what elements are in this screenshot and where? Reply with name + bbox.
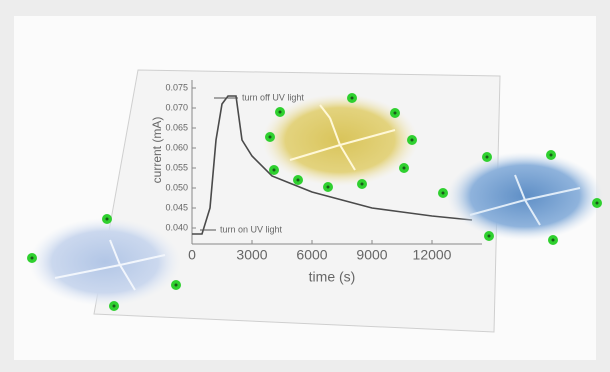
electrode-core <box>552 239 555 242</box>
electrode-core <box>403 167 406 170</box>
electrode-core <box>442 192 445 195</box>
x-tick-label: 12000 <box>413 247 452 263</box>
electrode-core <box>361 183 364 186</box>
x-axis-label: time (s) <box>309 269 356 285</box>
figure: current (mA) time (s) 0.040 0.045 0.050 0.0… <box>0 0 610 372</box>
electrode-core <box>411 139 414 142</box>
neuron-blue <box>447 152 603 240</box>
electrode-core <box>273 169 276 172</box>
y-axis-label: current (mA) <box>150 117 164 184</box>
electrode-core <box>351 97 354 100</box>
electrode-core <box>113 305 116 308</box>
electrode-core <box>488 235 491 238</box>
electrode-core <box>550 154 553 157</box>
x-tick-label: 9000 <box>356 247 387 263</box>
neuron-yellow <box>262 94 418 186</box>
electrode-core <box>486 156 489 159</box>
electrode-core <box>279 111 282 114</box>
y-tick-label: 0.065 <box>165 122 188 132</box>
y-tick-label: 0.070 <box>165 102 188 112</box>
annotation: turn on UV light <box>220 224 283 234</box>
electrode-core <box>175 284 178 287</box>
electrode-core <box>596 202 599 205</box>
y-tick-label: 0.060 <box>165 142 188 152</box>
y-tick-label: 0.075 <box>165 82 188 92</box>
x-tick-label: 3000 <box>236 247 267 263</box>
electrode-core <box>327 186 330 189</box>
electrode-core <box>106 218 109 221</box>
y-tick-label: 0.040 <box>165 222 188 232</box>
electrode-core <box>297 179 300 182</box>
x-tick-label: 0 <box>188 247 196 263</box>
x-tick-label: 6000 <box>296 247 327 263</box>
neuron-pale <box>29 218 181 306</box>
y-tick-label: 0.055 <box>165 162 188 172</box>
y-tick-label: 0.045 <box>165 202 188 212</box>
electrode-core <box>31 257 34 260</box>
electrode-core <box>394 112 397 115</box>
electrode-core <box>269 136 272 139</box>
y-tick-label: 0.050 <box>165 182 188 192</box>
annotation: turn off UV light <box>242 92 304 102</box>
